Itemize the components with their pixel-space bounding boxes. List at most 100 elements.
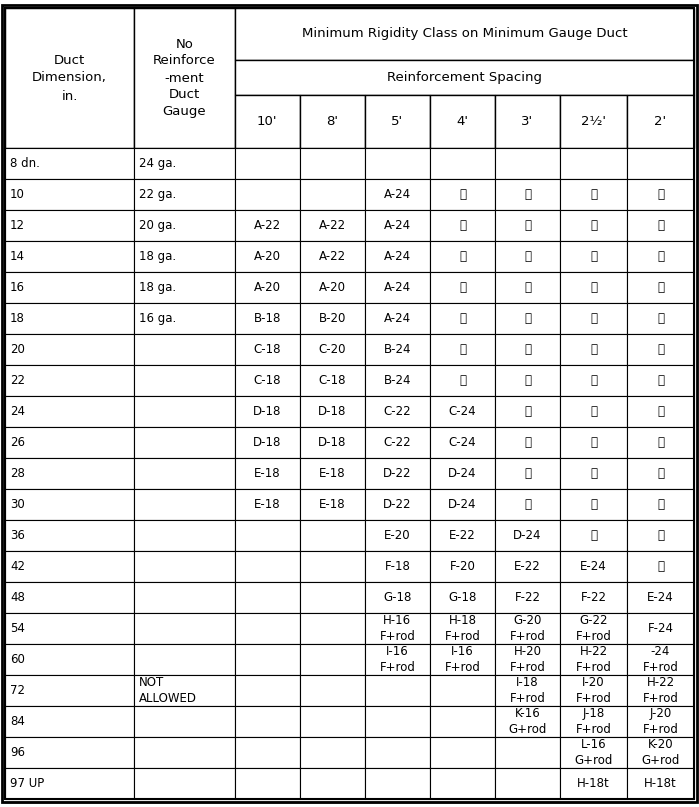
Bar [235, 334, 300, 365]
Text: -24
F+rod: -24 F+rod [642, 645, 679, 674]
Bar [134, 210, 235, 241]
Bar [560, 489, 627, 520]
Bar [300, 551, 365, 582]
Text: ⎗: ⎗ [657, 467, 664, 480]
Text: No
Reinforce
-ment
Duct
Gauge: No Reinforce -ment Duct Gauge [153, 37, 216, 119]
Bar [627, 427, 694, 458]
Text: ⎗: ⎗ [657, 560, 664, 573]
Bar [235, 303, 300, 334]
Bar [430, 427, 495, 458]
Bar [5, 303, 134, 334]
Text: F-22: F-22 [514, 591, 540, 604]
Text: ⎗: ⎗ [590, 250, 597, 263]
Bar [134, 148, 235, 179]
Text: ⎗: ⎗ [657, 529, 664, 542]
Text: B-24: B-24 [384, 374, 411, 387]
Bar [365, 365, 430, 396]
Bar [560, 179, 627, 210]
Text: E-22: E-22 [449, 529, 476, 542]
Bar [235, 675, 300, 706]
Text: D-24: D-24 [448, 467, 477, 480]
Text: ⎗: ⎗ [657, 281, 664, 294]
Bar [5, 675, 134, 706]
Bar [627, 303, 694, 334]
Bar [430, 520, 495, 551]
Bar [300, 148, 365, 179]
Bar [300, 396, 365, 427]
Bar [134, 8, 235, 148]
Bar [235, 179, 300, 210]
Bar [134, 737, 235, 768]
Text: ⎗: ⎗ [524, 467, 531, 480]
Bar [430, 272, 495, 303]
Text: I-20
F+rod: I-20 F+rod [575, 676, 612, 705]
Bar [430, 737, 495, 768]
Bar [627, 458, 694, 489]
Text: C-18: C-18 [254, 343, 281, 356]
Bar [5, 396, 134, 427]
Bar [430, 706, 495, 737]
Text: Minimum Rigidity Class on Minimum Gauge Duct: Minimum Rigidity Class on Minimum Gauge … [301, 27, 627, 40]
Bar [365, 95, 430, 148]
Bar [134, 489, 235, 520]
Bar [627, 148, 694, 179]
Bar [560, 675, 627, 706]
Bar [235, 427, 300, 458]
Text: 3': 3' [521, 115, 533, 128]
Bar [134, 613, 235, 644]
Bar [430, 179, 495, 210]
Bar [627, 272, 694, 303]
Bar [365, 210, 430, 241]
Bar [235, 613, 300, 644]
Bar [560, 768, 627, 799]
Text: ⎗: ⎗ [524, 343, 531, 356]
Text: ⎗: ⎗ [459, 188, 466, 201]
Text: ⎗: ⎗ [524, 312, 531, 325]
Text: E-24: E-24 [647, 591, 674, 604]
Bar [5, 179, 134, 210]
Bar [430, 458, 495, 489]
Bar [430, 365, 495, 396]
Text: 2½': 2½' [581, 115, 606, 128]
Text: ⎗: ⎗ [524, 188, 531, 201]
Bar [430, 396, 495, 427]
Bar [134, 334, 235, 365]
Bar [235, 520, 300, 551]
Bar [560, 737, 627, 768]
Bar [235, 582, 300, 613]
Bar [495, 644, 560, 675]
Bar [627, 95, 694, 148]
Text: 18 ga.: 18 ga. [139, 250, 176, 263]
Text: 5': 5' [391, 115, 403, 128]
Text: 10': 10' [257, 115, 278, 128]
Bar [5, 241, 134, 272]
Bar [495, 582, 560, 613]
Bar [300, 241, 365, 272]
Bar [365, 675, 430, 706]
Text: ⎗: ⎗ [459, 250, 466, 263]
Bar [495, 303, 560, 334]
Text: H-18
F+rod: H-18 F+rod [445, 614, 480, 643]
Text: B-18: B-18 [254, 312, 281, 325]
Bar [5, 272, 134, 303]
Bar [560, 272, 627, 303]
Bar [495, 551, 560, 582]
Text: I-16
F+rod: I-16 F+rod [445, 645, 480, 674]
Bar [300, 737, 365, 768]
Text: ⎗: ⎗ [657, 188, 664, 201]
Bar [627, 241, 694, 272]
Bar [5, 489, 134, 520]
Bar [134, 427, 235, 458]
Bar [300, 768, 365, 799]
Bar [430, 613, 495, 644]
Bar [5, 582, 134, 613]
Bar [627, 179, 694, 210]
Bar [235, 148, 300, 179]
Text: ⎗: ⎗ [459, 219, 466, 232]
Bar [495, 489, 560, 520]
Text: A-24: A-24 [384, 250, 411, 263]
Text: 72: 72 [10, 684, 25, 697]
Bar [627, 768, 694, 799]
Bar [365, 241, 430, 272]
Text: A-20: A-20 [319, 281, 346, 294]
